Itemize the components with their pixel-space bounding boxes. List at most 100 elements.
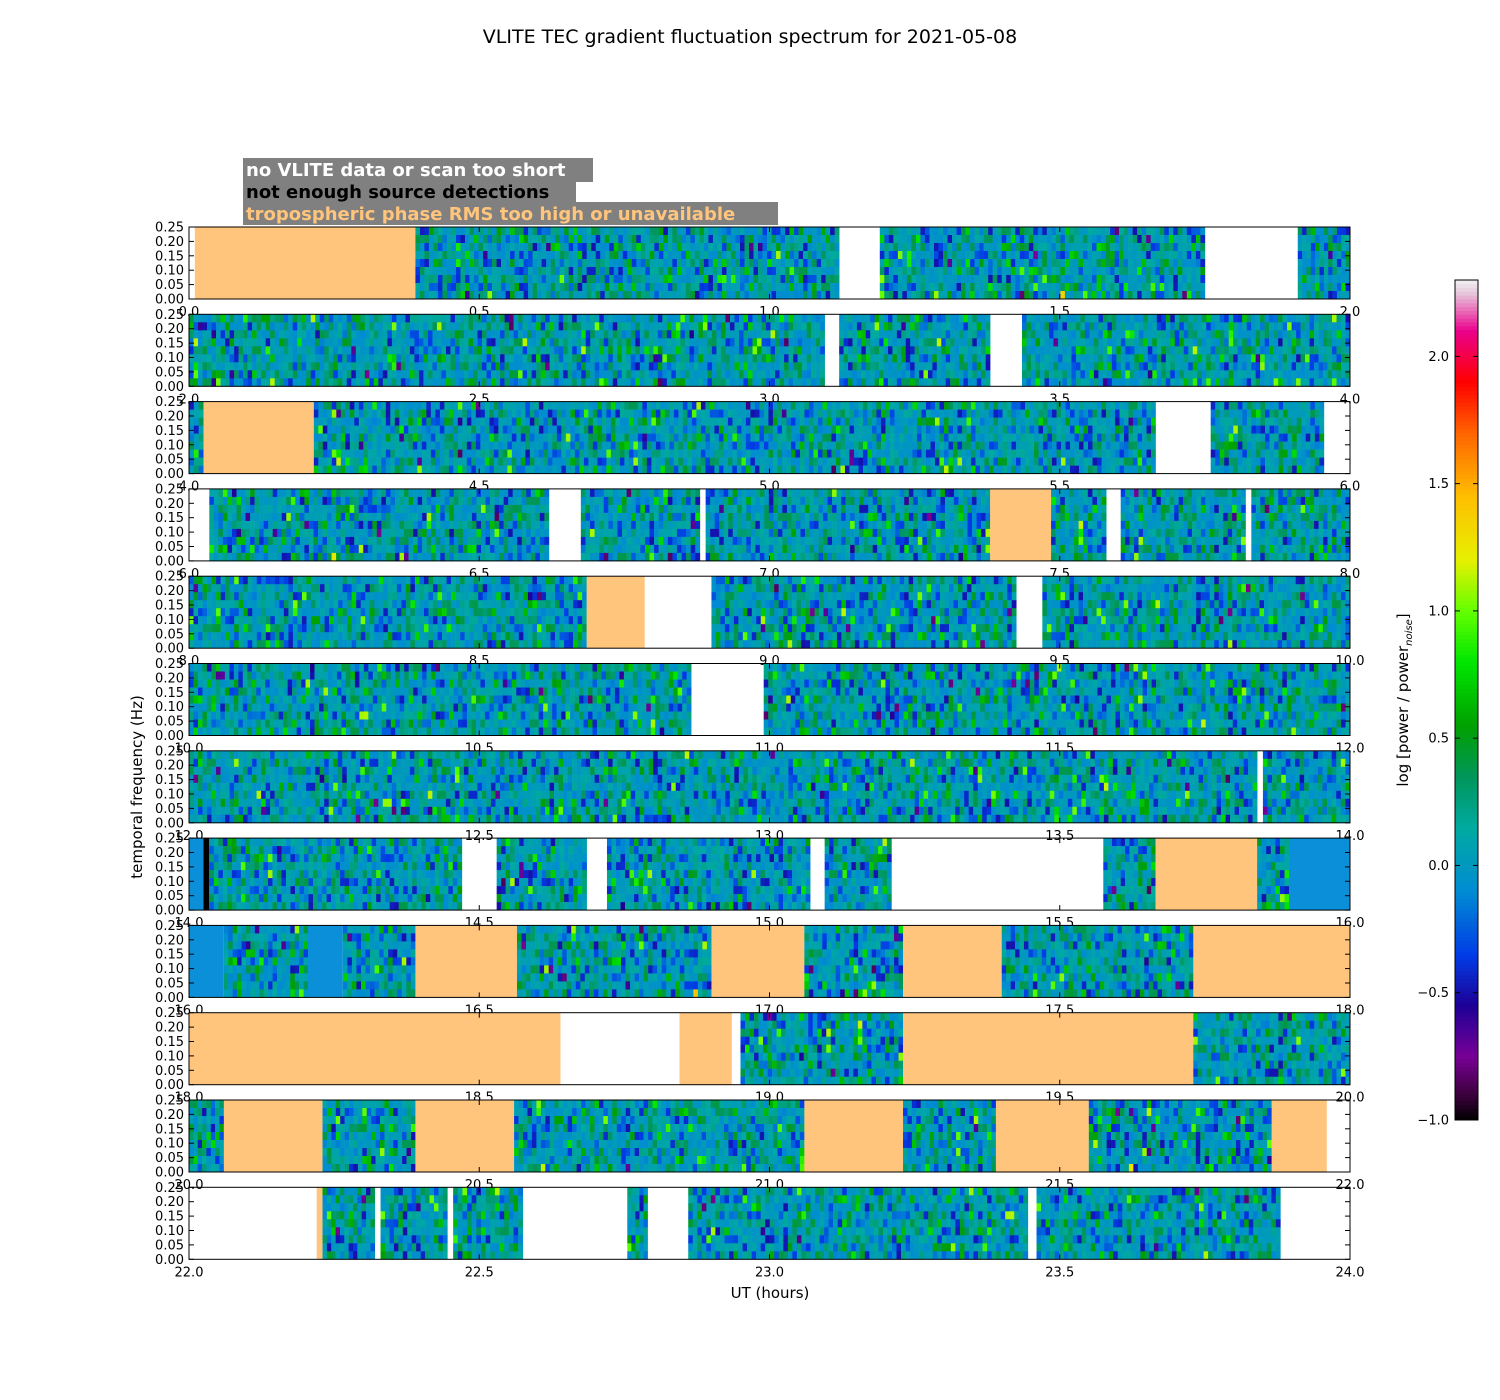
x-tick-label: 22.0 xyxy=(1336,1178,1365,1193)
y-tick-label: 0.10 xyxy=(155,351,184,366)
spectrum-panel: 0.000.050.100.150.200.25 22.0 22.5 23.0 23.5… xyxy=(155,1181,1364,1281)
y-tick-label: 0.10 xyxy=(155,526,184,541)
y-tick-label: 0.15 xyxy=(155,511,184,526)
segment-tropo xyxy=(995,1100,1089,1172)
spectrum-data-segment xyxy=(1120,488,1246,562)
y-tick-label: 0.20 xyxy=(155,759,184,774)
spectrum-data-segment xyxy=(1036,1187,1281,1260)
spectrum-data-segment xyxy=(903,1100,997,1173)
y-tick-label: 0.05 xyxy=(155,365,184,380)
spectrum-panel: 0.000.050.100.150.200.254.0 4.5 5.0 5.5 6.0 xyxy=(155,395,1360,495)
colorbar: −1.0 −0.5 0.0 0.5 1.0 1.5 2.0 log [power / powe… xyxy=(1394,279,1479,1129)
colorbar-tick-label: 1.0 xyxy=(1428,604,1449,619)
y-tick-label: 0.25 xyxy=(155,221,184,236)
colorbar-frame xyxy=(1454,279,1479,1121)
y-tick-label: 0.00 xyxy=(155,554,184,569)
spectrum-data-segment xyxy=(514,1100,805,1173)
segment-tropo xyxy=(194,227,416,299)
segment-flat xyxy=(189,838,204,911)
spectrum-data-segment xyxy=(606,838,811,911)
x-tick-label: 4.0 xyxy=(1340,392,1361,407)
y-tick-label: 0.00 xyxy=(155,816,184,831)
spectrum-data-segment xyxy=(879,227,1206,300)
legend-entry: tropospheric phase RMS too high or unava… xyxy=(246,204,735,225)
segment-tropo xyxy=(903,1012,1194,1085)
y-tick-label: 0.10 xyxy=(155,700,184,715)
y-tick-label: 0.15 xyxy=(155,249,184,264)
segment-tropo xyxy=(804,1100,904,1172)
y-tick-label: 0.10 xyxy=(155,788,184,803)
spectrum-data-segment xyxy=(1051,488,1107,562)
spectrum-data-segment xyxy=(1297,227,1351,300)
spectrum-panel: 0.000.050.100.150.200.258.0 8.5 9.0 9.5 10.0 xyxy=(155,570,1364,670)
spectrum-data-segment xyxy=(1042,576,1351,649)
x-tick-label: 23.5 xyxy=(1045,1265,1074,1280)
y-tick-label: 0.15 xyxy=(155,948,184,963)
segment-flat xyxy=(308,925,343,998)
y-tick-label: 0.25 xyxy=(155,570,184,585)
y-tick-label: 0.25 xyxy=(155,1006,184,1021)
legend-box xyxy=(243,180,576,202)
y-tick-label: 0.25 xyxy=(155,1181,184,1196)
y-tick-label: 0.05 xyxy=(155,802,184,817)
spectrum-data-segment xyxy=(711,576,1017,649)
chart-title: VLITE TEC gradient fluctuation spectrum … xyxy=(483,26,1017,48)
spectrum-data-segment xyxy=(740,1012,904,1085)
spectrum-data-segment xyxy=(209,488,550,562)
spectrum-data-segment xyxy=(380,1187,448,1260)
y-tick-label: 0.25 xyxy=(155,919,184,934)
y-tick-label: 0.05 xyxy=(155,1151,184,1166)
y-tick-label: 0.25 xyxy=(155,482,184,497)
x-axis-label: UT (hours) xyxy=(731,1284,810,1302)
segment-tropo xyxy=(415,925,517,998)
legend-box xyxy=(243,202,778,225)
segment-tropo xyxy=(1193,925,1350,998)
y-tick-label: 0.20 xyxy=(155,584,184,599)
spectrum-data-segment xyxy=(189,401,204,474)
spectrum-data-segment xyxy=(839,314,991,387)
y-tick-label: 0.25 xyxy=(155,657,184,672)
spectrum-data-segment xyxy=(189,576,587,649)
colorbar-tick-label: 1.5 xyxy=(1428,477,1449,492)
spectrum-data-segment xyxy=(1022,314,1351,387)
y-tick-label: 0.25 xyxy=(155,1094,184,1109)
y-tick-label: 0.20 xyxy=(155,235,184,250)
y-tick-label: 0.15 xyxy=(155,1122,184,1137)
y-tick-label: 0.15 xyxy=(155,686,184,701)
segment-tropo xyxy=(711,925,805,998)
y-tick-label: 0.20 xyxy=(155,410,184,425)
spectrum-panel: 0.000.050.100.150.200.250.0 0.5 1.0 1.5 2.0 xyxy=(155,221,1360,321)
spectrum-data-segment xyxy=(189,1100,225,1173)
segment-tropo xyxy=(903,925,1002,998)
spectrum-data-segment xyxy=(209,838,463,911)
y-tick-label: 0.05 xyxy=(155,1238,184,1253)
y-tick-label: 0.20 xyxy=(155,933,184,948)
y-tick-label: 0.00 xyxy=(155,729,184,744)
segment-tropo xyxy=(1155,838,1258,911)
y-tick-label: 0.05 xyxy=(155,453,184,468)
y-tick-label: 0.15 xyxy=(155,773,184,788)
spectrum-data-segment xyxy=(1210,401,1325,474)
spectrum-data-segment xyxy=(496,838,587,911)
colorbar-tick-label: 0.0 xyxy=(1428,859,1449,874)
spectrum-data-segment xyxy=(415,227,840,300)
y-tick-label: 0.25 xyxy=(155,832,184,847)
colorbar-tick-label: 0.5 xyxy=(1428,732,1449,747)
y-tick-label: 0.05 xyxy=(155,977,184,992)
spectrum-data-segment xyxy=(189,750,1258,824)
legend-entry: no VLITE data or scan too short xyxy=(246,160,566,181)
segment-tropo xyxy=(203,401,314,474)
y-tick-label: 0.20 xyxy=(155,846,184,861)
segment-tropo xyxy=(223,1100,323,1172)
spectrum-data-segment xyxy=(189,314,825,387)
y-tick-label: 0.20 xyxy=(155,322,184,337)
y-tick-label: 0.00 xyxy=(155,380,184,395)
y-tick-label: 0.15 xyxy=(155,1210,184,1225)
spectrum-data-segment xyxy=(322,1100,416,1173)
spectrum-data-segment xyxy=(627,1187,648,1260)
spectrum-data-segment xyxy=(1001,925,1194,998)
spectrum-data-segment xyxy=(705,488,991,562)
